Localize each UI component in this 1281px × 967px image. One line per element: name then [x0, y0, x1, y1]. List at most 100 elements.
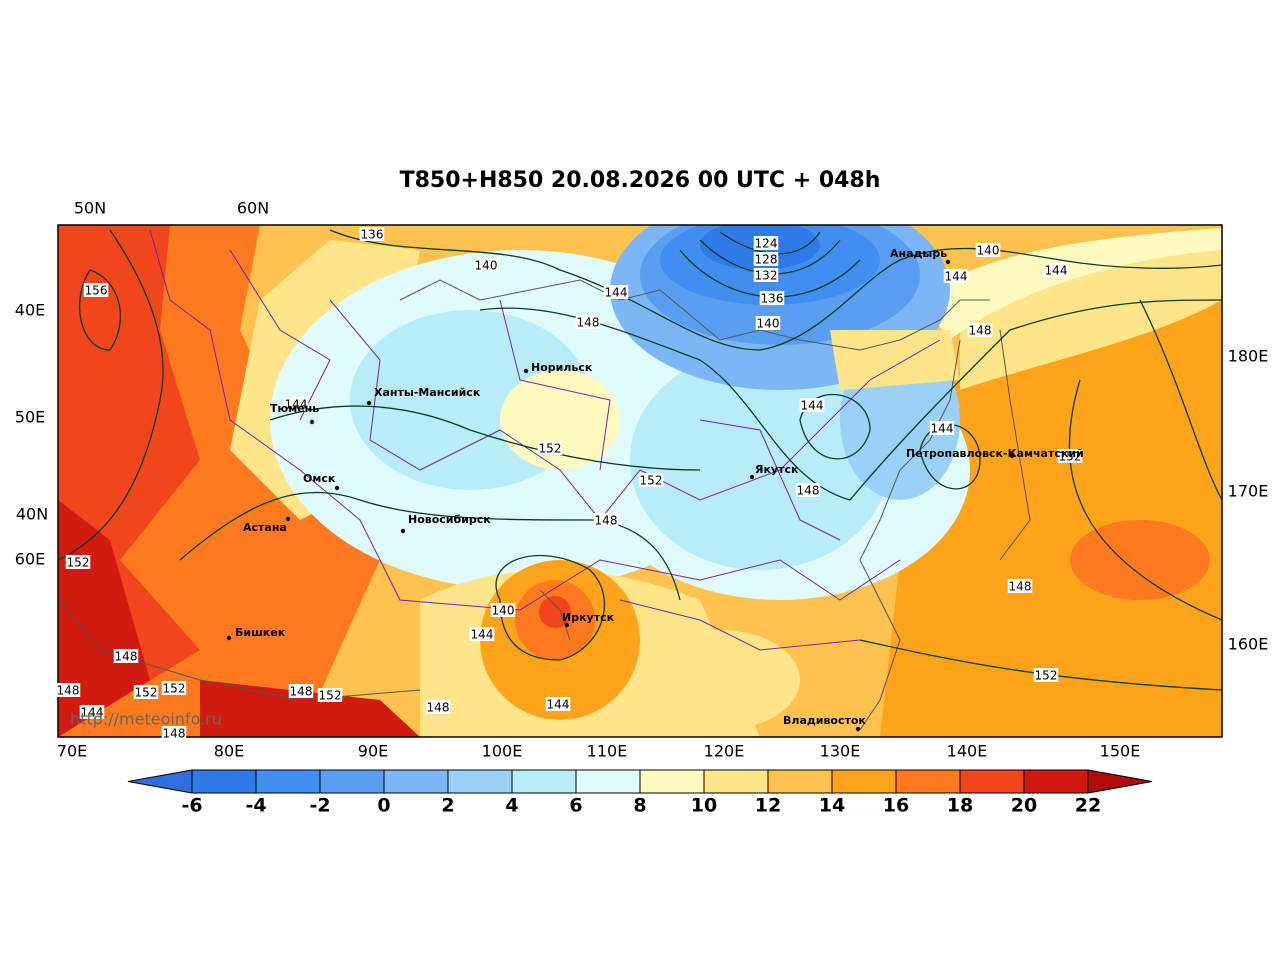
colorbar-segment: [319, 769, 385, 794]
colorbar: -6 -4 -2 0 2 4 6 8 10 12 14 16 18 20 22: [127, 769, 1153, 817]
field-area: [200, 680, 420, 737]
contour-label: 148: [595, 514, 618, 528]
contour-label: 128: [755, 253, 778, 267]
contour-label: 140: [757, 317, 780, 331]
city-name: Астана: [243, 521, 287, 534]
field-area: [640, 630, 800, 730]
colorbar-extend-high: [1087, 769, 1153, 794]
contour-label: 140: [475, 259, 498, 273]
contour-label-box: [799, 398, 825, 412]
contour-label: 152: [67, 556, 90, 570]
colorbar-segment: [895, 769, 961, 794]
city-dot: [334, 485, 340, 491]
colorbar-tick-label: 16: [883, 795, 909, 817]
colorbar-segment: [1023, 769, 1089, 794]
city-name: Омск: [303, 472, 336, 485]
watermark: http://meteoinfo.ru: [70, 710, 222, 729]
contour-label-box: [575, 315, 601, 329]
contour-label-box: [65, 555, 91, 569]
axis-label: 80E: [214, 742, 244, 761]
colorbar-segment: [447, 769, 513, 794]
axis-label: 60N: [237, 199, 269, 218]
city-dot: [945, 259, 951, 265]
contour-label-box: [545, 697, 571, 711]
contour-label: 152: [135, 686, 158, 700]
contour-label: 144: [801, 399, 824, 413]
city-dot: [564, 622, 570, 628]
map-lines: [58, 229, 1222, 731]
field-area: [960, 240, 1222, 390]
contour-label-box: [975, 243, 1001, 257]
axis-label: 150E: [1100, 742, 1141, 761]
contour-label-box: [161, 681, 187, 695]
contour-label-box: [537, 441, 563, 455]
city-dot: [309, 419, 315, 425]
colorbar-tick-label: 2: [441, 795, 454, 817]
colorbar-segment: [639, 769, 705, 794]
contour-label-box: [490, 603, 516, 617]
axis-label: 170E: [1228, 482, 1269, 501]
city-dot: [523, 368, 529, 374]
colorbar-tick-label: 4: [505, 795, 518, 817]
contour-label: 144: [945, 270, 968, 284]
colorbar-segment: [383, 769, 449, 794]
contour-label-box: [593, 513, 619, 527]
map-frame: [57, 224, 1223, 738]
colorbar-segment: [575, 769, 641, 794]
contour-label-box: [1007, 579, 1033, 593]
contour-label: 152: [539, 442, 562, 456]
colorbar-tick-label: 6: [569, 795, 582, 817]
colorbar-tick-label: -2: [309, 795, 330, 817]
city-name: Иркутск: [562, 611, 615, 624]
contour-label: 140: [492, 604, 515, 618]
axis-label: 120E: [704, 742, 745, 761]
colorbar-tick-label: 12: [755, 795, 781, 817]
contour-label: 144: [931, 422, 954, 436]
city-dot: [749, 474, 755, 480]
axis-label: 110E: [587, 742, 628, 761]
city-name: Анадырь: [890, 247, 947, 260]
axis-label: 50E: [15, 408, 45, 427]
axis-label: 130E: [820, 742, 861, 761]
colorbar-tick-label: 8: [633, 795, 646, 817]
contour-label-box: [929, 421, 955, 435]
contour-label-box: [425, 700, 451, 714]
field-area: [1070, 520, 1210, 600]
contour-label: 124: [755, 237, 778, 251]
contour-label-box: [469, 627, 495, 641]
city-name: Тюмень: [270, 402, 319, 415]
contour-label: 148: [115, 650, 138, 664]
colorbar-segment: [511, 769, 577, 794]
city-dot: [366, 400, 372, 406]
contour-label: 148: [577, 316, 600, 330]
contour-label-box: [1043, 263, 1069, 277]
contour-label: 152: [1035, 669, 1058, 683]
city-dot: [226, 635, 232, 641]
contour-label: 152: [163, 682, 186, 696]
title: T850+H850 20.08.2026 00 UTC + 048h: [400, 168, 881, 193]
field-area: [500, 370, 620, 470]
contour-label-box: [317, 688, 343, 702]
city-dot: [855, 726, 861, 732]
contour-label-box: [1057, 449, 1083, 463]
contour-label-box: [753, 268, 779, 282]
contour-label-box: [133, 685, 159, 699]
contour-label: 152: [1059, 450, 1082, 464]
city-name: Бишкек: [235, 626, 286, 639]
contour-label-box: [759, 291, 785, 305]
contour-label-box: [753, 236, 779, 250]
height-contours: [58, 229, 1222, 691]
contour-label-box: [603, 285, 629, 299]
axis-label: 40E: [15, 301, 45, 320]
axis-label: 180E: [1228, 347, 1269, 366]
contour-label: 144: [81, 706, 104, 720]
contour-label-box: [1033, 668, 1059, 682]
city-dot: [400, 528, 406, 534]
axis-label: 140E: [947, 742, 988, 761]
contour-label: 136: [361, 228, 384, 242]
contour-label: 144: [285, 398, 308, 412]
contour-label: 144: [547, 698, 570, 712]
